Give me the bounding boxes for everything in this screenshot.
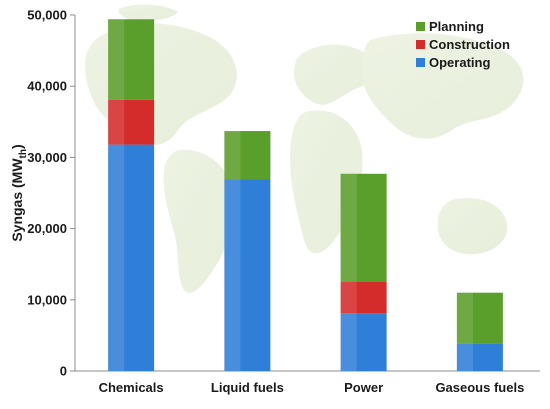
x-category-labels: Chemicals Liquid fuels Power Gaseous fuels xyxy=(99,380,525,395)
x-category-label: Liquid fuels xyxy=(211,380,284,395)
bars xyxy=(108,19,503,371)
bar-planning-liquid-fuels xyxy=(224,131,271,180)
bar-highlight xyxy=(108,144,125,371)
bar-operating-chemicals xyxy=(108,144,155,371)
y-tick-label: 50,000 xyxy=(27,8,67,23)
legend-swatch-operating xyxy=(416,58,425,67)
bar-highlight xyxy=(224,179,241,371)
legend-swatch-construction xyxy=(416,40,425,49)
bar-highlight xyxy=(340,313,357,371)
bar-highlight xyxy=(108,19,125,100)
bar-planning-power xyxy=(340,173,387,282)
bar-planning-gaseous-fuels xyxy=(456,292,503,344)
legend: Planning Construction Operating xyxy=(416,19,510,70)
x-category-label: Gaseous fuels xyxy=(435,380,524,395)
bar-highlight xyxy=(108,99,125,145)
bar-planning-chemicals xyxy=(108,19,155,100)
y-axis-title: Syngas (MWth) xyxy=(9,144,29,241)
x-category-label: Chemicals xyxy=(99,380,164,395)
y-tick-label: 40,000 xyxy=(27,79,67,94)
bar-operating-liquid-fuels xyxy=(224,179,271,371)
bar-highlight xyxy=(340,173,357,282)
legend-label-operating: Operating xyxy=(429,55,490,70)
legend-label-construction: Construction xyxy=(429,37,510,52)
bar-operating-power xyxy=(340,313,387,371)
bar-highlight xyxy=(340,282,357,314)
bar-highlight xyxy=(224,131,241,180)
x-category-label: Power xyxy=(344,380,383,395)
legend-swatch-planning xyxy=(416,22,425,31)
y-tick-label: 20,000 xyxy=(27,221,67,236)
bar-highlight xyxy=(456,292,473,344)
y-tick-label: 0 xyxy=(60,364,67,379)
bar-construction-chemicals xyxy=(108,99,155,145)
bar-highlight xyxy=(456,343,473,371)
y-tick-label: 30,000 xyxy=(27,150,67,165)
bar-operating-gaseous-fuels xyxy=(456,343,503,371)
legend-label-planning: Planning xyxy=(429,19,484,34)
y-tick-label: 10,000 xyxy=(27,292,67,307)
bar-construction-power xyxy=(340,282,387,314)
y-ticks: 0 10,000 20,000 30,000 40,000 50,000 xyxy=(27,8,75,379)
